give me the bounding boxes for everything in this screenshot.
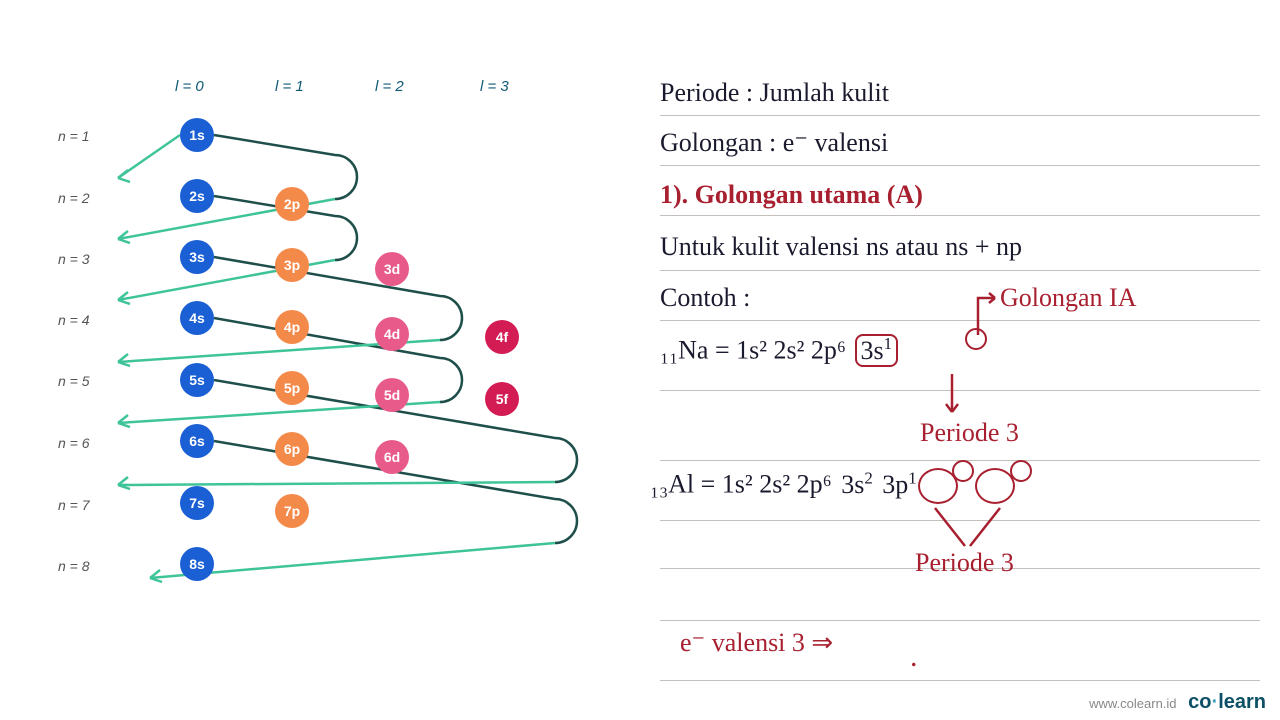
orbital-4p: 4p <box>275 310 309 344</box>
orbital-4f: 4f <box>485 320 519 354</box>
orbital-4s: 4s <box>180 301 214 335</box>
orbital-6s: 6s <box>180 424 214 458</box>
note-na: ₁₁Na = 1s² 2s² 2p⁶ 3s1 <box>660 334 898 366</box>
orbital-3d: 3d <box>375 252 409 286</box>
footer-url: www.colearn.id <box>1089 696 1176 711</box>
arrow-na-periode <box>940 372 970 422</box>
ruled-line <box>660 680 1260 681</box>
orbital-6d: 6d <box>375 440 409 474</box>
circle-al-3p <box>975 468 1015 504</box>
orbital-3s: 3s <box>180 240 214 274</box>
orbital-1s: 1s <box>180 118 214 152</box>
note-al: ₁₃Al = 1s² 2s² 2p⁶ 3s2 3p1 <box>650 468 917 500</box>
footer: www.colearn.id co·learn <box>1089 691 1266 714</box>
orbital-5d: 5d <box>375 378 409 412</box>
orbital-4d: 4d <box>375 317 409 351</box>
orbital-5p: 5p <box>275 371 309 405</box>
orbital-7s: 7s <box>180 486 214 520</box>
ruled-line <box>660 320 1260 321</box>
note-heading1: 1). Golongan utama (A) <box>660 180 923 210</box>
note-golIA: Golongan IA <box>1000 283 1136 313</box>
note-golongan: Golongan : e⁻ valensi <box>660 128 888 158</box>
orbital-8s: 8s <box>180 547 214 581</box>
note-untuk: Untuk kulit valensi ns atau ns + np <box>660 232 1022 262</box>
note-dot: . <box>910 640 918 674</box>
footer-brand: co·learn <box>1188 691 1266 713</box>
ruled-line <box>660 620 1260 621</box>
notes-panel: Periode : Jumlah kulit Golongan : e⁻ val… <box>640 0 1280 720</box>
ruled-line <box>660 215 1260 216</box>
ruled-line <box>660 115 1260 116</box>
orbital-6p: 6p <box>275 432 309 466</box>
aufbau-diagram: l = 0l = 1l = 2l = 3 n = 1n = 2n = 3n = … <box>0 0 640 720</box>
circle-al-s2 <box>952 460 974 482</box>
orbital-5f: 5f <box>485 382 519 416</box>
orbital-7p: 7p <box>275 494 309 528</box>
orbital-2p: 2p <box>275 187 309 221</box>
orbital-2s: 2s <box>180 179 214 213</box>
note-evalensi: e⁻ valensi 3 ⇒ <box>680 628 833 658</box>
orbital-3p: 3p <box>275 248 309 282</box>
note-periode: Periode : Jumlah kulit <box>660 78 889 108</box>
note-periode3b: Periode 3 <box>915 548 1014 578</box>
arrow-na-gol <box>970 290 1010 340</box>
ruled-line <box>660 165 1260 166</box>
ruled-line <box>660 270 1260 271</box>
diagram-paths <box>0 0 640 720</box>
orbital-5s: 5s <box>180 363 214 397</box>
circle-al-p1 <box>1010 460 1032 482</box>
note-periode3a: Periode 3 <box>920 418 1019 448</box>
note-contoh: Contoh : <box>660 283 750 313</box>
